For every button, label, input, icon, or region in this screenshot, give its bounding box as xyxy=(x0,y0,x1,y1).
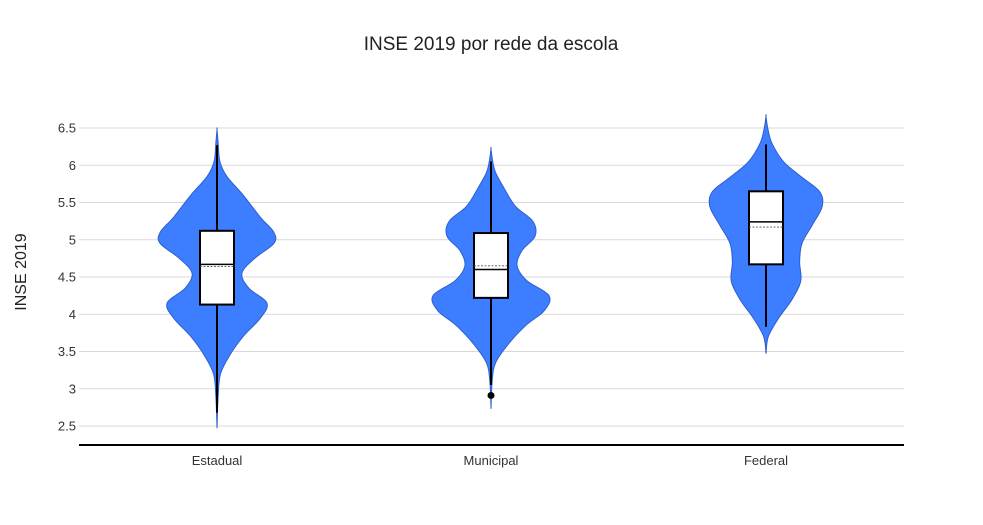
y-tick-label: 5 xyxy=(69,232,76,247)
x-tick-label: Estadual xyxy=(192,453,243,468)
y-tick-label: 2.5 xyxy=(58,419,76,434)
iqr-box xyxy=(748,190,784,266)
violin-group-municipal xyxy=(431,146,551,409)
violin-group-estadual xyxy=(157,127,277,429)
y-tick-label: 3 xyxy=(69,381,76,396)
y-tick-labels: 2.5 3 3.5 4 4.5 5 5.5 6 6.5 xyxy=(58,121,76,434)
y-axis-label: INSE 2019 xyxy=(13,233,30,310)
iqr-box xyxy=(199,229,235,306)
x-tick-label: Municipal xyxy=(464,453,519,468)
x-tick-labels: Estadual Municipal Federal xyxy=(192,453,788,468)
y-tick-label: 6 xyxy=(69,158,76,173)
y-tick-label: 5.5 xyxy=(58,195,76,210)
x-tick-label: Federal xyxy=(744,453,788,468)
outlier-point xyxy=(487,391,495,399)
y-tick-label: 4.5 xyxy=(58,270,76,285)
violin-group-federal xyxy=(708,114,824,354)
chart-title: INSE 2019 por rede da escola xyxy=(364,34,619,55)
y-tick-label: 4 xyxy=(69,307,76,322)
y-tick-label: 3.5 xyxy=(58,344,76,359)
y-tick-label: 6.5 xyxy=(58,121,76,136)
plot-area xyxy=(157,114,824,429)
